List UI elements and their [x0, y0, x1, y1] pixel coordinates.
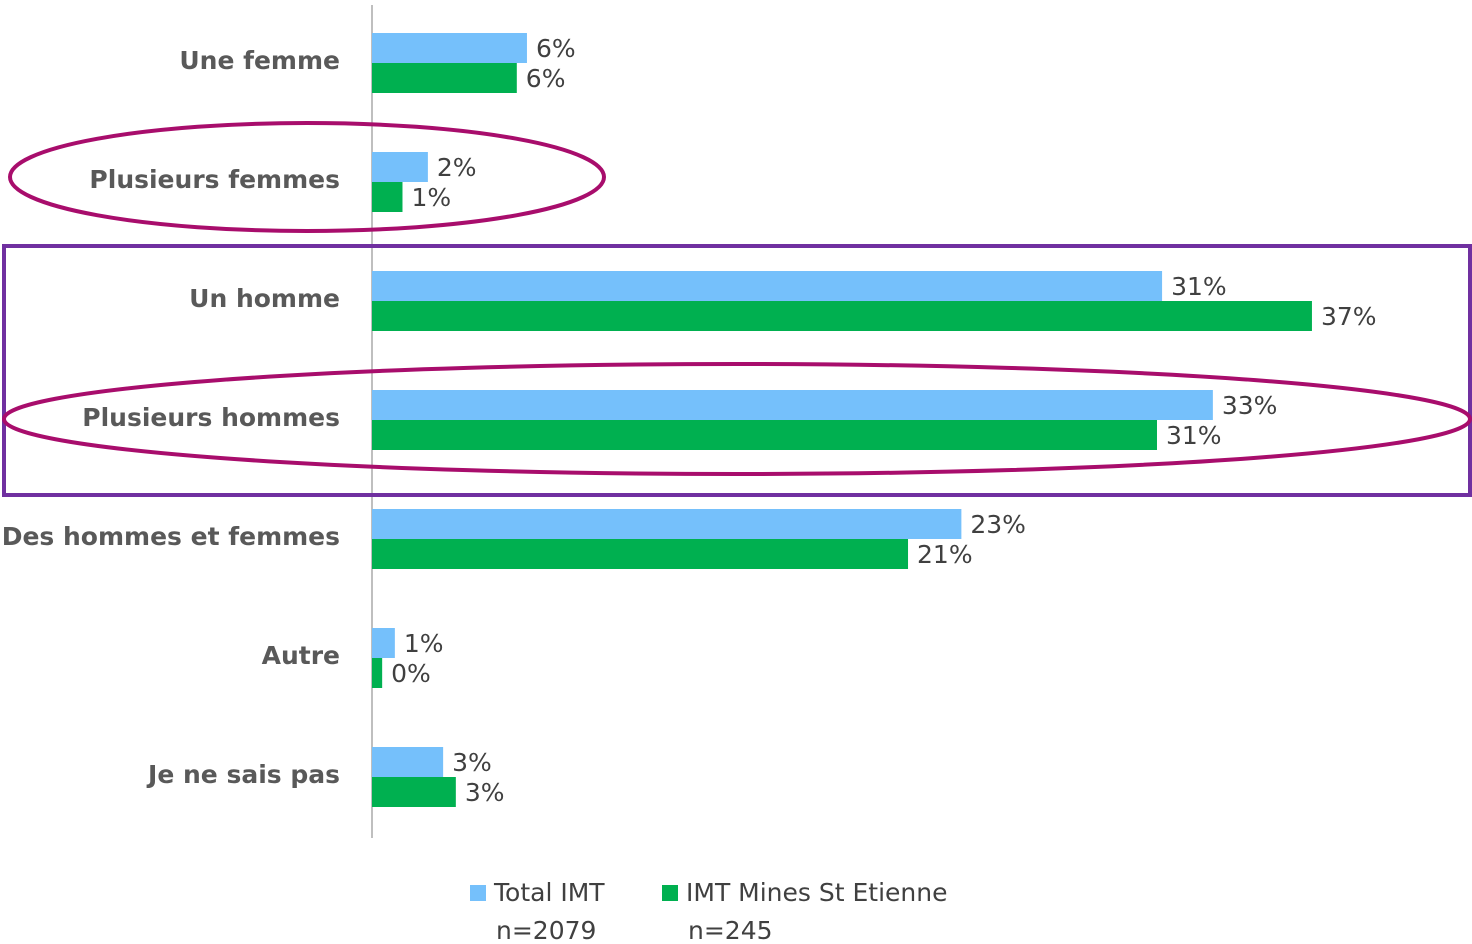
legend-label: IMT Mines St Etienne: [686, 878, 948, 907]
value-label: 1%: [411, 183, 451, 212]
bar: [372, 747, 444, 777]
value-label: 2%: [437, 153, 477, 182]
legend-n: n=245: [688, 916, 773, 944]
value-label: 1%: [404, 629, 444, 658]
bar: [372, 271, 1163, 301]
value-label: 31%: [1171, 272, 1227, 301]
bar: [372, 420, 1157, 450]
bar: [372, 539, 909, 569]
bar: [372, 509, 962, 539]
value-label: 21%: [917, 540, 973, 569]
highlight-ellipse: [2, 362, 1472, 476]
value-label: 23%: [970, 510, 1026, 539]
highlight-box: [2, 244, 1472, 497]
category-label: Des hommes et femmes: [2, 522, 340, 551]
bar: [372, 63, 517, 93]
bar: [372, 628, 395, 658]
legend-swatch: [470, 885, 486, 901]
bar: [372, 301, 1312, 331]
bar: [372, 658, 383, 688]
category-label: Une femme: [179, 46, 340, 75]
value-label: 6%: [526, 64, 566, 93]
value-label: 6%: [536, 34, 576, 63]
value-label: 0%: [391, 659, 431, 688]
bar: [372, 33, 527, 63]
value-label: 3%: [452, 748, 492, 777]
plot: Une femme 6%6%Plusieurs femmes 2%1%Un homm…: [2, 33, 1377, 944]
category-label: Plusieurs femmes: [89, 165, 340, 194]
category-label: Plusieurs hommes: [82, 403, 340, 432]
bar: [372, 390, 1213, 420]
legend-n: n=2079: [496, 916, 596, 944]
value-label: 31%: [1166, 421, 1222, 450]
highlight-ellipse: [8, 121, 606, 233]
value-label: 33%: [1222, 391, 1278, 420]
category-label: Autre: [262, 641, 340, 670]
category-label: Je ne sais pas: [146, 760, 340, 789]
bar: [372, 777, 456, 807]
value-label: 37%: [1321, 302, 1377, 331]
value-label: 3%: [465, 778, 505, 807]
bar: [372, 182, 403, 212]
bar: [372, 152, 428, 182]
legend-label: Total IMT: [493, 878, 605, 907]
legend-swatch: [662, 885, 678, 901]
category-label: Un homme: [189, 284, 340, 313]
